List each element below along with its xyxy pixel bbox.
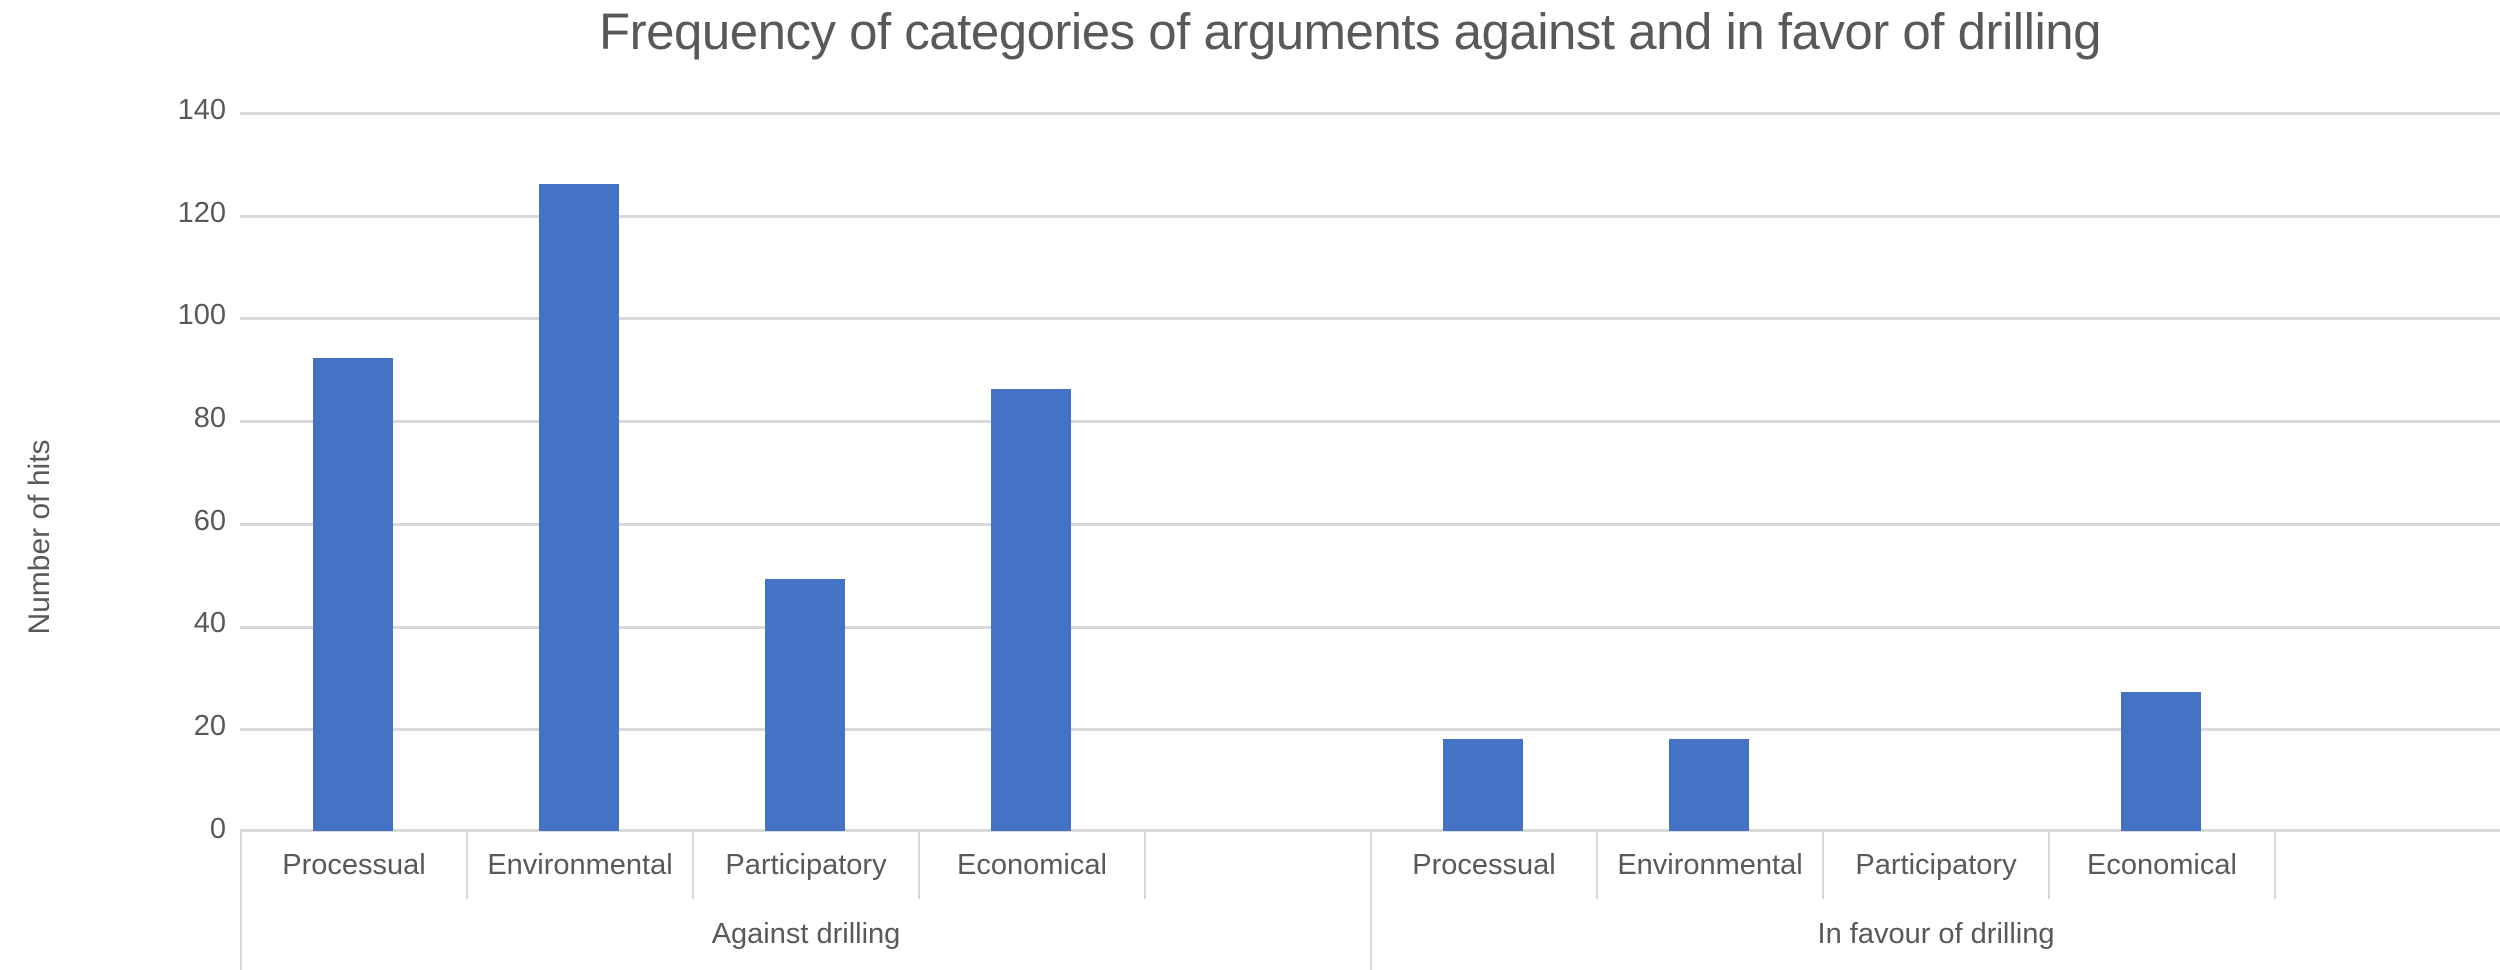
group-label-favour: In favour of drilling [1370,899,2500,970]
x-label-favour-empty [2274,831,2500,899]
gridline-140 [240,112,2500,115]
x-label-favour-participatory: Participatory [1822,831,2048,899]
y-tick-40: 40 [193,607,226,639]
y-axis-label: Number of hits [23,439,56,635]
gridline-40 [240,626,2500,629]
bar-against-processual [313,358,393,831]
y-tick-100: 100 [177,299,226,331]
gridline-60 [240,523,2500,526]
group-label-against: Against drilling [240,899,1370,970]
y-tick-120: 120 [177,197,226,229]
x-label-against-participatory: Participatory [692,831,918,899]
gridline-20 [240,728,2500,731]
y-tick-140: 140 [177,94,226,126]
x-label-favour-processual: Processual [1370,831,1596,899]
x-axis: Processual Environmental Participatory E… [240,831,2500,970]
plot-area [240,112,2500,832]
x-label-against-economical: Economical [918,831,1144,899]
bar-against-participatory [765,579,845,831]
bar-favour-economical [2121,692,2201,831]
gridline-100 [240,317,2500,320]
y-tick-80: 80 [193,402,226,434]
x-label-against-empty [1144,831,1370,899]
bar-against-environmental [539,184,619,831]
x-label-against-processual: Processual [240,831,466,899]
bar-against-economical [991,389,1071,831]
gridline-120 [240,215,2500,218]
gridline-80 [240,420,2500,423]
gridline-0 [240,829,2500,832]
y-tick-0: 0 [209,813,226,845]
x-label-against-environmental: Environmental [466,831,692,899]
chart-title: Frequency of categories of arguments aga… [598,3,2102,60]
x-label-favour-economical: Economical [2048,831,2274,899]
y-tick-20: 20 [193,710,226,742]
y-tick-60: 60 [193,505,226,537]
bar-favour-processual [1443,739,1523,831]
x-label-favour-environmental: Environmental [1596,831,1822,899]
bar-favour-environmental [1669,739,1749,831]
